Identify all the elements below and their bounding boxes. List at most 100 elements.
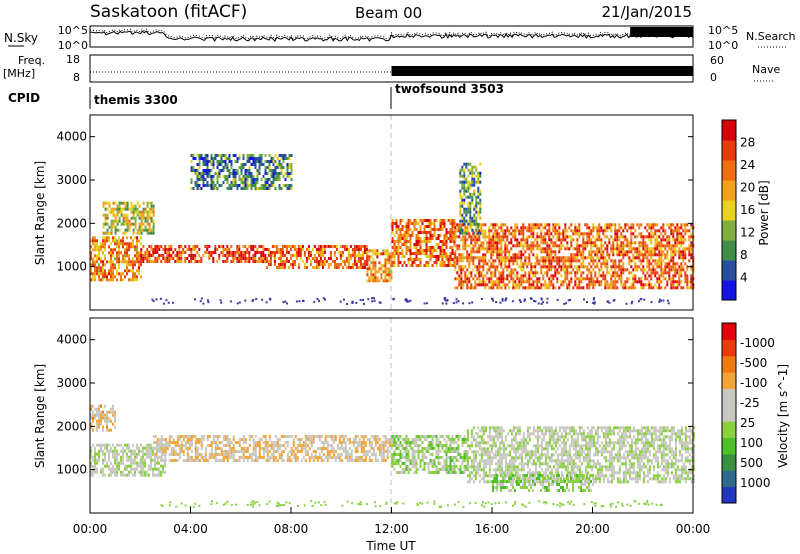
echo-cell [570,235,573,239]
echo-cell [142,207,145,211]
echo-cell [409,447,412,450]
echo-cell [590,238,593,242]
echo-cell [530,268,533,272]
echo-cell [528,277,531,281]
echo-cell [128,269,130,273]
echo-cell [108,419,110,423]
echo-cell [311,266,314,269]
echo-cell [658,265,661,269]
echo-cell [470,253,473,257]
echo-cell [540,235,543,239]
echo-cell [415,246,418,249]
echo-cell [92,272,94,276]
echo-cell [564,280,567,284]
echo-cell [190,154,193,157]
echo-cell [248,254,251,257]
echo-cell [176,435,179,438]
echo-cell [558,247,561,251]
echo-cell [522,268,525,272]
echo-cell [254,178,257,181]
echo-cell [399,456,402,459]
echo-cell [276,447,279,450]
date-title: 21/Jan/2015 [602,3,693,21]
echo-cell [454,268,457,272]
echo-cell [126,248,128,252]
echo-cell [486,241,489,245]
echo-cell [204,459,207,462]
echo-cell [670,232,673,236]
echo-cell [502,277,505,281]
echo-cell [136,446,138,450]
echo-cell [162,453,165,456]
echo-cell [102,204,105,208]
nsky-left-tick-bottom: 10^0 [58,39,88,52]
echo-cell [608,286,611,290]
echo-cell [460,280,463,284]
echo-cell [158,461,160,465]
echo-cell [546,268,549,272]
echo-cell [484,259,487,263]
echo-cell [104,219,107,223]
echo-cell [290,187,293,190]
echo-cell [427,246,430,249]
echo-cell [353,257,356,260]
echo-cell [676,223,679,227]
echo-cell [459,168,462,172]
echo-cell [92,275,94,279]
echo-cell [244,441,247,444]
echo-cell [114,239,116,243]
echo-cell [662,274,665,278]
echo-cell [474,250,477,254]
echo-cell [628,247,631,251]
echo-cell [614,265,617,269]
echo-cell [570,229,573,233]
echo-cell [359,266,362,269]
echo-cell [554,241,557,245]
echo-cell [294,456,297,459]
echo-cell [297,248,300,251]
echo-cell [423,219,426,222]
echo-cell [614,268,617,272]
echo-cell [518,286,521,290]
echo-cell [254,187,257,190]
echo-cell [184,245,187,248]
echo-cell [374,273,377,277]
echo-cell [94,260,96,264]
echo-cell [550,232,553,236]
echo-cell [262,245,265,248]
echo-cell [502,250,505,254]
echo-cell [290,172,293,175]
echo-cell [411,462,414,465]
echo-cell [544,250,547,254]
echo-cell [168,254,171,257]
echo-cell [546,274,549,278]
echo-cell [198,260,201,263]
echo-cell [212,175,215,178]
echo-cell [476,256,479,260]
echo-cell [323,257,326,260]
echo-cell [236,441,239,444]
echo-cell [256,251,259,254]
echo-cell [297,263,300,266]
echo-cell [462,259,465,263]
echo-cell [156,455,158,459]
echo-cell [170,435,173,438]
echo-cell [470,283,473,287]
echo-cell [479,174,482,178]
echo-cell [279,263,282,266]
echo-cell [646,256,649,260]
echo-cell [118,216,121,220]
echo-cell [210,441,213,444]
echo-cell [226,178,229,181]
echo-cell [578,226,581,230]
echo-cell [524,271,527,275]
echo-cell [390,255,393,259]
echo-cell [638,277,641,281]
colorbar-tick-label: 16 [740,203,755,217]
echo-cell [678,250,681,254]
echo-cell [168,444,171,447]
echo-cell [289,248,292,251]
echo-cell [260,257,263,260]
echo-cell [686,283,689,287]
echo-cell [144,461,146,465]
